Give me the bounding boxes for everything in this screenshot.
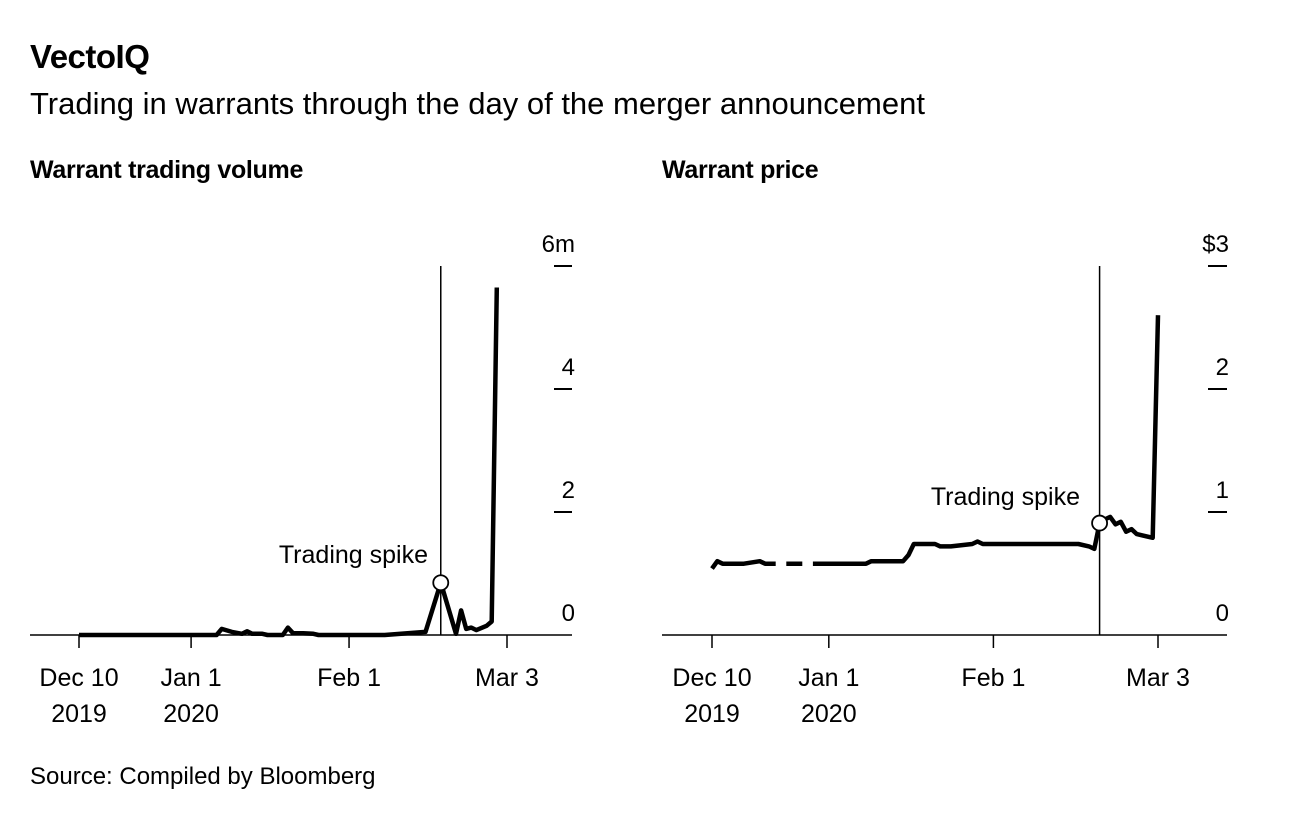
x-tick-label: Jan 1: [161, 664, 222, 692]
y-tick-label: 2: [1216, 354, 1229, 381]
annotation-marker: [432, 574, 450, 592]
x-tick-label-year: 2020: [163, 700, 219, 728]
price-chart: 0 1 2 $3 Dec 10 2019 Jan 1 2020 Feb 1 Mar 3 Tradin…: [662, 231, 1229, 728]
y-tick-label: 0: [562, 600, 575, 627]
x-tick-label-year: 2020: [801, 700, 857, 728]
page-title: VectoIQ: [30, 38, 150, 75]
y-tick-label: 2: [562, 477, 575, 504]
volume-chart-title: Warrant trading volume: [30, 156, 304, 184]
annotation-label: Trading spike: [931, 483, 1080, 511]
y-tick-label: 4: [562, 354, 575, 381]
price-chart-title: Warrant price: [662, 156, 819, 184]
y-tick-label: 6m: [542, 231, 575, 258]
annotation-label: Trading spike: [279, 541, 428, 569]
series-line: [79, 287, 500, 638]
y-tick-label: 1: [1216, 477, 1229, 504]
x-tick-label-year: 2019: [51, 700, 107, 728]
x-tick-label: Jan 1: [798, 664, 859, 692]
series-line: [812, 315, 1161, 566]
x-tick-label: Mar 3: [1126, 664, 1190, 692]
x-tick-label-year: 2019: [684, 700, 740, 728]
x-tick-label: Feb 1: [317, 664, 381, 692]
x-tick-label: Dec 10: [39, 664, 118, 692]
x-tick-label: Dec 10: [672, 664, 751, 692]
source-note: Source: Compiled by Bloomberg: [30, 763, 376, 790]
x-tick-label: Mar 3: [475, 664, 539, 692]
y-tick-label: $3: [1202, 231, 1229, 258]
annotation-marker: [1091, 514, 1108, 532]
volume-chart: 0 2 4 6m Dec 10 2019 Jan 1 2020 Feb 1 Mar 3 Tradin…: [30, 231, 575, 728]
page-subtitle: Trading in warrants through the day of t…: [30, 86, 925, 121]
y-tick-label: 0: [1216, 600, 1229, 627]
x-tick-label: Feb 1: [961, 664, 1025, 692]
series-line: [710, 558, 776, 570]
